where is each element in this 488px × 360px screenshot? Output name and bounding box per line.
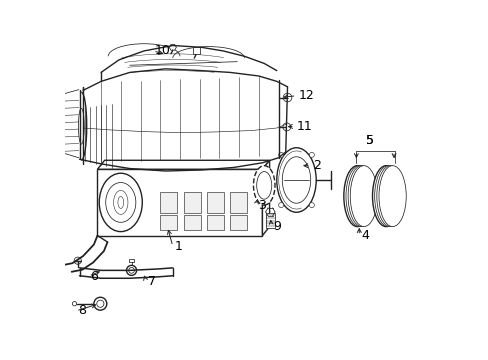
- Ellipse shape: [256, 172, 271, 199]
- Circle shape: [97, 300, 104, 307]
- Ellipse shape: [105, 183, 136, 222]
- Polygon shape: [262, 160, 269, 235]
- Circle shape: [282, 123, 290, 131]
- Bar: [183, 192, 201, 213]
- Text: 3: 3: [257, 199, 265, 212]
- Polygon shape: [169, 44, 176, 50]
- Text: 7: 7: [147, 275, 155, 288]
- Circle shape: [283, 93, 291, 102]
- Circle shape: [309, 203, 314, 208]
- Ellipse shape: [276, 148, 316, 212]
- Ellipse shape: [282, 157, 310, 203]
- Bar: [230, 192, 247, 213]
- Ellipse shape: [349, 166, 377, 226]
- Circle shape: [278, 203, 283, 208]
- Bar: [206, 192, 224, 213]
- Ellipse shape: [376, 166, 403, 226]
- Text: 2: 2: [312, 159, 320, 172]
- Bar: [265, 213, 274, 228]
- Bar: [230, 215, 247, 230]
- Bar: [206, 215, 224, 230]
- Text: 12: 12: [298, 89, 313, 102]
- Bar: [160, 192, 177, 213]
- Bar: [128, 259, 134, 262]
- Polygon shape: [97, 160, 269, 169]
- Ellipse shape: [378, 166, 406, 226]
- Bar: [97, 169, 262, 235]
- Ellipse shape: [374, 166, 401, 226]
- Text: 9: 9: [273, 220, 281, 233]
- Text: 5: 5: [366, 134, 374, 147]
- Ellipse shape: [372, 166, 399, 226]
- Bar: [160, 215, 177, 230]
- Circle shape: [128, 267, 134, 273]
- Circle shape: [94, 297, 106, 310]
- Circle shape: [74, 257, 81, 264]
- Text: 11: 11: [296, 120, 312, 133]
- Ellipse shape: [346, 166, 372, 226]
- Ellipse shape: [343, 166, 370, 226]
- Ellipse shape: [253, 166, 274, 205]
- Text: 10: 10: [155, 44, 170, 57]
- Text: 5: 5: [366, 134, 374, 147]
- Text: 4: 4: [360, 229, 368, 242]
- Bar: [192, 46, 199, 54]
- Ellipse shape: [347, 166, 375, 226]
- Circle shape: [72, 302, 77, 306]
- Circle shape: [126, 265, 136, 275]
- Circle shape: [278, 152, 283, 157]
- Text: 6: 6: [90, 270, 98, 283]
- Bar: [183, 215, 201, 230]
- Text: 8: 8: [78, 305, 85, 318]
- Circle shape: [309, 152, 314, 157]
- Text: 1: 1: [174, 240, 182, 253]
- Ellipse shape: [99, 173, 142, 231]
